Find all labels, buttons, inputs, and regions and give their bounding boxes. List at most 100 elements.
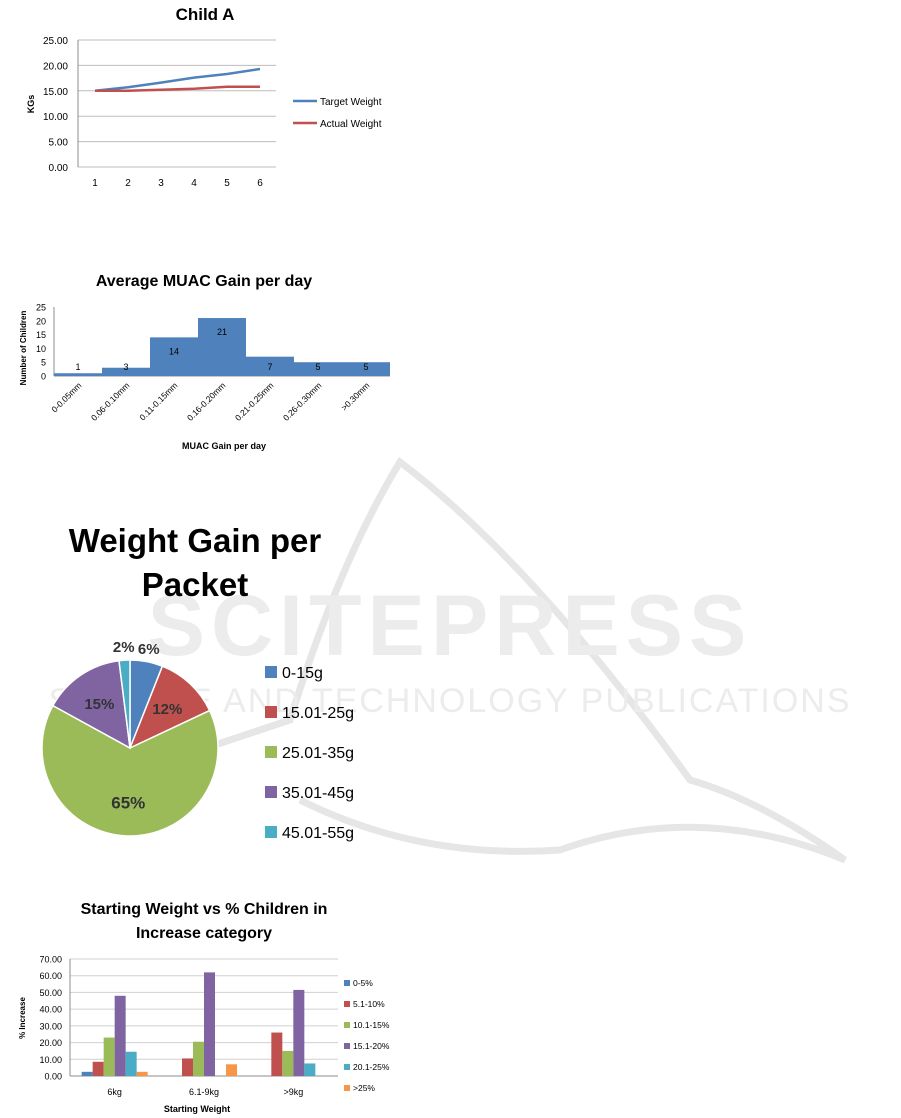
bar <box>204 972 215 1076</box>
x-axis-label: Starting Weight <box>164 1104 230 1114</box>
y-tick-label: 15 <box>36 330 46 340</box>
x-tick-label: 0.21-0.25mm <box>233 380 275 422</box>
child-a-line-chart: Child A 0.00 5.00 10.00 15.00 20.00 25.00 1 2 3 4… <box>26 5 382 189</box>
y-tick-label: 20.00 <box>43 61 68 72</box>
x-tick-label: >9kg <box>283 1087 303 1097</box>
chart-title: Child A <box>176 5 235 24</box>
y-tick-label: 70.00 <box>39 955 62 965</box>
legend-label: 5.1-10% <box>353 999 385 1009</box>
legend-label: 15.1-20% <box>353 1041 390 1051</box>
legend-swatch <box>344 1022 350 1028</box>
bar-data-label: 7 <box>267 362 272 372</box>
bar <box>226 1064 237 1076</box>
bar <box>282 1050 294 1076</box>
x-tick-label: 0.11-0.15mm <box>137 380 179 422</box>
legend-label: >25% <box>353 1083 375 1093</box>
y-axis-label: KGs <box>26 95 36 114</box>
bar <box>293 989 305 1076</box>
bar <box>114 995 126 1076</box>
bar-data-label: 5 <box>363 362 368 372</box>
y-tick-label: 5.00 <box>49 138 69 149</box>
y-axis-label: Number of Children <box>19 311 28 386</box>
bar <box>92 1061 104 1076</box>
y-tick-label: 25.00 <box>43 36 68 47</box>
bar-data-label: 3 <box>123 362 128 372</box>
x-tick-label: 5 <box>224 178 230 189</box>
y-tick-label: 25 <box>36 303 46 313</box>
legend-label: 10.1-15% <box>353 1020 390 1030</box>
pie-data-label: 2% <box>113 639 135 656</box>
legend-label: 25.01-35g <box>282 745 354 762</box>
legend-swatch <box>265 706 277 718</box>
bar <box>125 1051 137 1076</box>
y-tick-label: 20 <box>36 316 46 326</box>
histogram-bar <box>342 362 390 376</box>
y-tick-label: 50.00 <box>39 988 62 998</box>
pie-slice <box>41 704 219 837</box>
y-tick-label: 10.00 <box>39 1055 62 1065</box>
watermark-main-text: SCITEPRESS <box>148 578 753 674</box>
chart-title-line-2: Increase category <box>136 925 272 942</box>
chart-title-line-1: Weight Gain per <box>69 522 322 559</box>
legend-swatch <box>265 666 277 678</box>
histogram-bar <box>102 367 150 376</box>
legend-swatch <box>344 1001 350 1007</box>
bar-data-label: 14 <box>169 346 179 356</box>
pie-slice <box>51 659 131 750</box>
x-tick-label: 0.16-0.20mm <box>185 380 227 422</box>
x-tick-label: 1 <box>92 178 98 189</box>
x-tick-label: 0.26-0.30mm <box>281 380 323 422</box>
y-tick-label: 15.00 <box>43 87 68 98</box>
histogram-bar <box>150 337 198 376</box>
pie-data-label: 12% <box>152 701 182 718</box>
x-tick-label: 6kg <box>107 1087 122 1097</box>
chart-title: Average MUAC Gain per day <box>96 273 312 290</box>
x-tick-label: 6.1-9kg <box>189 1087 219 1097</box>
chart-title-line-2: Packet <box>142 566 248 603</box>
bar <box>271 1032 283 1076</box>
y-tick-label: 5 <box>41 358 46 368</box>
legend-label: 0-15g <box>282 665 323 682</box>
x-tick-label: 0-0.05mm <box>49 380 83 414</box>
series-line-target-weight <box>94 67 261 93</box>
bar <box>193 1041 204 1076</box>
x-tick-label: 6 <box>257 178 263 189</box>
x-axis-label: MUAC Gain per day <box>182 441 266 451</box>
y-axis-label: % Increase <box>18 997 27 1039</box>
legend-swatch <box>265 746 277 758</box>
x-tick-label: >0.30mm <box>339 380 371 412</box>
pie-data-label: 6% <box>138 641 160 658</box>
bar <box>304 1063 316 1076</box>
y-tick-label: 10.00 <box>43 112 68 123</box>
legend-label: 20.1-25% <box>353 1062 390 1072</box>
bar-data-label: 5 <box>315 362 320 372</box>
bar <box>81 1071 93 1076</box>
y-tick-label: 0 <box>41 372 46 382</box>
pie-slice <box>118 659 131 749</box>
legend-swatch <box>344 1064 350 1070</box>
histogram-bar <box>198 318 246 376</box>
y-tick-label: 20.00 <box>39 1038 62 1048</box>
legend-swatch <box>344 980 350 986</box>
x-tick-label: 0.06-0.10mm <box>89 380 131 422</box>
legend-swatch <box>265 826 277 838</box>
histogram-bar <box>294 362 342 376</box>
x-tick-label: 2 <box>125 178 131 189</box>
legend-label: 15.01-25g <box>282 705 354 722</box>
y-tick-label: 0.00 <box>44 1072 62 1082</box>
legend-swatch <box>344 1043 350 1049</box>
legend-label: Actual Weight <box>320 119 382 130</box>
legend-label: 45.01-55g <box>282 825 354 842</box>
x-tick-label: 4 <box>191 178 197 189</box>
starting-weight-bar-chart: Starting Weight vs % Children in Increas… <box>18 901 390 1114</box>
legend-label: Target Weight <box>320 97 382 108</box>
pie-data-label: 65% <box>111 794 145 813</box>
legend-swatch <box>265 786 277 798</box>
legend-label: 35.01-45g <box>282 785 354 802</box>
bar <box>182 1058 193 1076</box>
histogram-bar <box>54 373 102 376</box>
watermark-book-outline <box>108 456 848 864</box>
legend-swatch <box>344 1085 350 1091</box>
histogram-bar <box>246 356 294 376</box>
y-tick-label: 10 <box>36 344 46 354</box>
